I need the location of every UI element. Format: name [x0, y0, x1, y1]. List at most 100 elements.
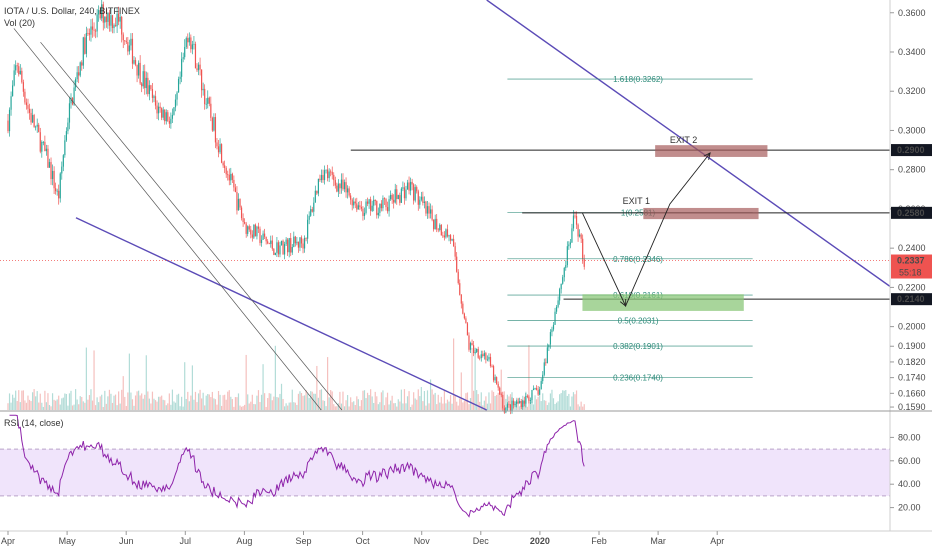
- candle-body: [188, 37, 190, 43]
- volume-bar: [580, 401, 582, 410]
- candle-body: [497, 383, 499, 388]
- candle-body: [327, 169, 329, 179]
- volume-bar: [468, 404, 470, 410]
- candle-body: [516, 401, 518, 404]
- rsi-tick-label: 40.00: [898, 479, 921, 489]
- candle-body: [12, 85, 14, 97]
- candle-body: [167, 112, 169, 122]
- candle-body: [290, 238, 292, 253]
- candle-body: [128, 45, 130, 52]
- volume-bar: [228, 390, 230, 410]
- time-tick-label: Jul: [180, 536, 192, 546]
- candle-body: [101, 4, 103, 19]
- volume-bar: [93, 350, 95, 410]
- candle-body: [534, 388, 536, 389]
- volume-bar: [434, 392, 436, 410]
- candle-body: [419, 199, 421, 205]
- candle-body: [434, 218, 436, 230]
- lower-trendline: [75, 217, 488, 411]
- price-level-badge: [891, 144, 932, 157]
- volume-bar: [159, 396, 161, 410]
- candle-body: [457, 271, 459, 284]
- volume-bar: [454, 395, 456, 410]
- volume-bar: [153, 398, 155, 410]
- time-tick-label: Apr: [710, 536, 724, 546]
- candle-body: [99, 10, 101, 19]
- candle-body: [400, 188, 402, 203]
- volume-bar: [139, 395, 141, 410]
- volume-bar: [296, 404, 298, 410]
- volume-bar: [322, 400, 324, 410]
- volume-bar: [28, 399, 31, 410]
- volume-bar: [174, 402, 177, 410]
- volume-bar: [179, 406, 181, 410]
- volume-bar: [251, 394, 253, 410]
- volume-bar: [85, 347, 87, 410]
- volume-bar: [408, 391, 410, 410]
- volume-bar: [187, 391, 189, 410]
- candle-body: [107, 12, 109, 22]
- candle-body: [42, 141, 44, 143]
- candle-body: [8, 109, 11, 132]
- candle-body: [154, 96, 157, 106]
- time-tick-label: 2020: [530, 536, 550, 546]
- candle-body: [182, 57, 184, 59]
- candle-body: [210, 103, 212, 118]
- candle-body: [124, 40, 126, 42]
- candle-body: [236, 192, 238, 211]
- candle-body: [185, 38, 187, 47]
- candle-body: [379, 203, 381, 213]
- volume-bar: [426, 390, 429, 410]
- volume-bar: [44, 390, 46, 410]
- candle-body: [363, 212, 366, 216]
- candle-body: [105, 16, 107, 22]
- candle-body: [265, 236, 267, 242]
- candle-body: [282, 240, 284, 255]
- candle-body: [396, 189, 398, 200]
- volume-bar: [535, 399, 538, 410]
- volume-bar: [382, 390, 384, 410]
- candle-body: [148, 85, 150, 95]
- candle-body: [371, 205, 373, 211]
- candle-body: [334, 180, 336, 186]
- volume-bar: [185, 398, 187, 410]
- candle-body: [462, 303, 464, 314]
- volume-bar: [314, 393, 316, 410]
- volume-bar: [485, 396, 487, 410]
- volume-bar: [540, 401, 542, 410]
- candle-body: [35, 126, 37, 128]
- candle-body: [45, 148, 48, 152]
- volume-bar: [472, 390, 475, 410]
- volume-bar: [303, 395, 306, 410]
- volume-bar: [256, 395, 258, 410]
- volume-bar: [59, 404, 61, 410]
- candle-body: [528, 396, 530, 401]
- volume-bar: [474, 349, 476, 410]
- volume-bar: [374, 391, 376, 410]
- volume-bar: [171, 389, 174, 410]
- candle-body: [431, 209, 433, 220]
- candle-body: [485, 353, 487, 360]
- volume-bar: [537, 397, 539, 410]
- volume-bar: [50, 406, 52, 410]
- candle-body: [383, 198, 386, 200]
- candle-body: [277, 242, 280, 255]
- volume-bar: [350, 397, 352, 410]
- volume-bar: [479, 401, 481, 410]
- volume-bar: [340, 403, 343, 410]
- candle-body: [380, 203, 382, 209]
- volume-bar: [327, 357, 329, 410]
- volume-bar: [491, 390, 493, 410]
- candle-body: [512, 400, 515, 406]
- volume-bar: [87, 399, 89, 410]
- candle-body: [176, 92, 178, 100]
- volume-bar: [572, 392, 575, 410]
- projection-arrow-down: [619, 298, 627, 307]
- candle-body: [274, 252, 276, 255]
- volume-bar: [489, 403, 492, 410]
- volume-bar: [383, 405, 386, 410]
- volume-bar: [346, 395, 349, 410]
- volume-bar: [276, 397, 278, 410]
- volume-bar: [201, 398, 203, 410]
